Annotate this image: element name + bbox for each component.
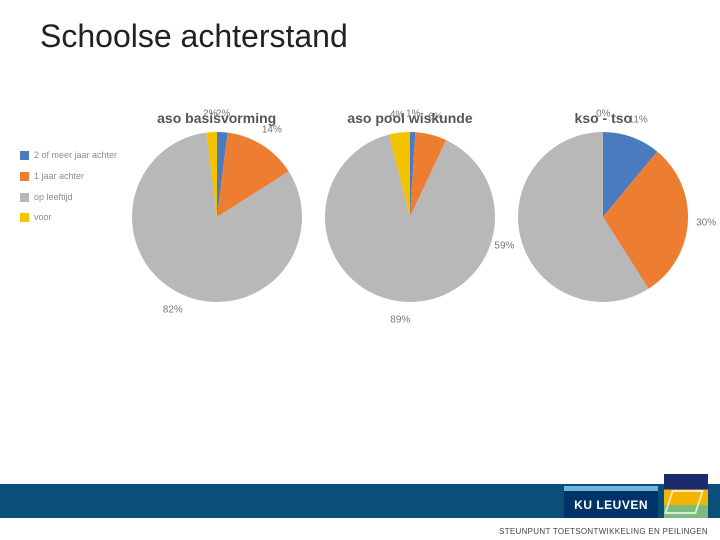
logo-row: KU LEUVEN: [564, 474, 708, 518]
pie-wrap: 2%14%82%2%: [132, 132, 302, 302]
data-label: 82%: [163, 305, 183, 316]
legend-item: op leeftijd: [20, 192, 120, 203]
legend-label: 1 jaar achter: [34, 171, 84, 182]
slide: Schoolse achterstand 2 of meer jaar acht…: [0, 0, 720, 540]
legend-swatch-icon: [20, 172, 29, 181]
legend-item: 1 jaar achter: [20, 171, 120, 182]
page-title: Schoolse achterstand: [40, 18, 348, 55]
legend-swatch-icon: [20, 193, 29, 202]
legend-item: voor: [20, 212, 120, 223]
partner-logo-icon: [664, 474, 708, 518]
legend-label: op leeftijd: [34, 192, 73, 203]
legend-swatch-icon: [20, 151, 29, 160]
pie-svg: [518, 132, 688, 302]
legend-item: 2 of meer jaar achter: [20, 150, 120, 161]
chart-title: kso - tso: [507, 110, 700, 126]
pie-wrap: 1%6%89%4%: [325, 132, 495, 302]
data-label: 89%: [390, 314, 410, 325]
pie-svg: [132, 132, 302, 302]
pie-wrap: 11%30%59%0%: [518, 132, 688, 302]
legend-swatch-icon: [20, 213, 29, 222]
legend-label: 2 of meer jaar achter: [34, 150, 117, 161]
legend: 2 of meer jaar achter 1 jaar achter op lee…: [20, 110, 120, 370]
charts-area: 2 of meer jaar achter 1 jaar achter op lee…: [20, 110, 700, 370]
legend-label: voor: [34, 212, 52, 223]
pie-chart-1: aso pool wiskunde 1%6%89%4%: [313, 110, 506, 370]
footer-text: STEUNPUNT TOETSONTWIKKELING EN PEILINGEN: [499, 527, 708, 536]
data-label: 30%: [696, 218, 716, 229]
pie-chart-0: aso basisvorming 2%14%82%2%: [120, 110, 313, 370]
pie-svg: [325, 132, 495, 302]
kuleuven-logo: KU LEUVEN: [564, 486, 658, 518]
chart-title: aso basisvorming: [120, 110, 313, 126]
chart-title: aso pool wiskunde: [313, 110, 506, 126]
pie-chart-2: kso - tso 11%30%59%0%: [507, 110, 700, 370]
